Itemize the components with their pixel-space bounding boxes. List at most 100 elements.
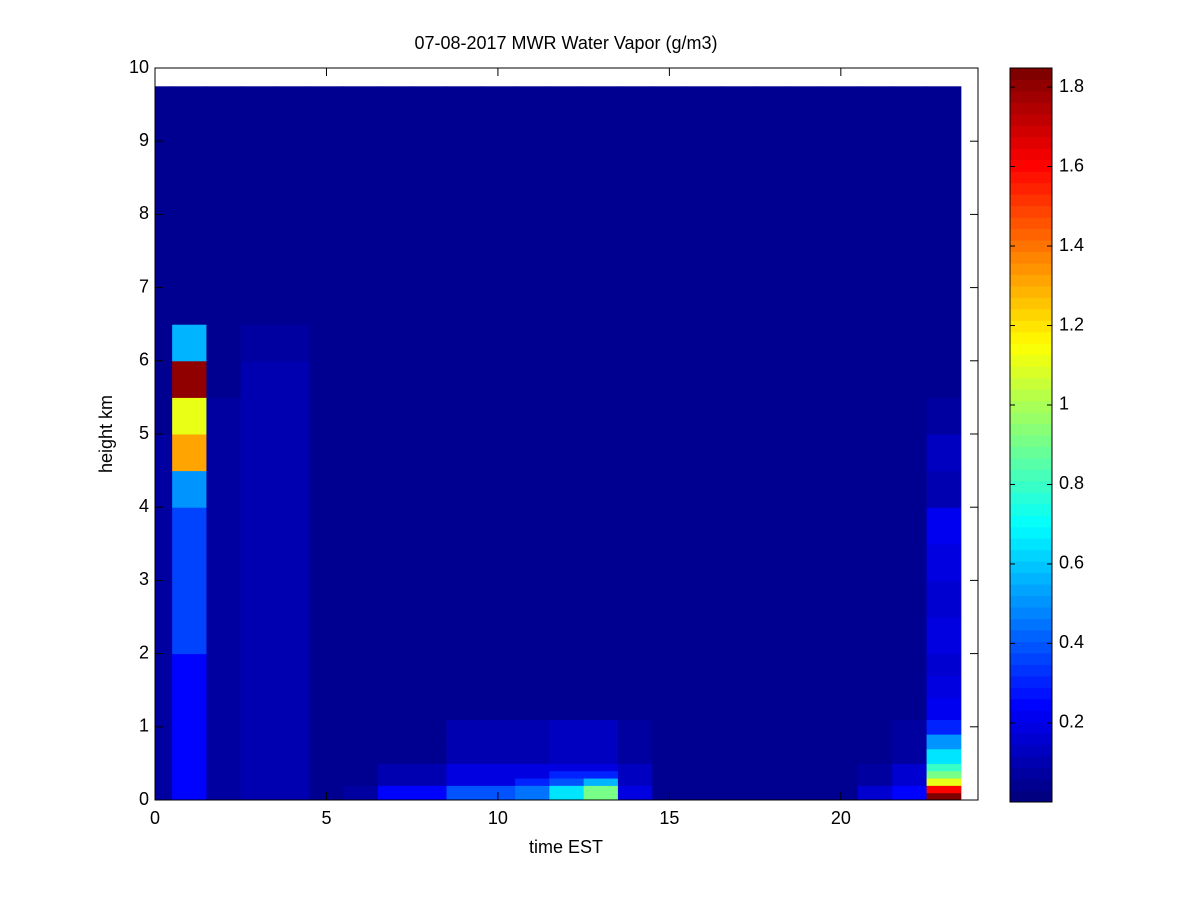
cell — [343, 507, 379, 545]
cell — [686, 397, 722, 435]
cell — [275, 397, 310, 435]
cell — [172, 397, 207, 435]
cell — [446, 719, 482, 735]
cell — [926, 719, 962, 735]
cell — [515, 792, 550, 801]
cell — [515, 763, 550, 772]
cell — [617, 748, 653, 764]
cell — [857, 778, 893, 786]
cell — [172, 287, 207, 325]
cell — [789, 770, 825, 779]
colorbar-swatch — [1010, 285, 1052, 298]
cell — [926, 470, 962, 508]
cell — [823, 785, 859, 794]
cell — [789, 507, 825, 545]
cell — [343, 785, 379, 794]
cell — [240, 580, 276, 618]
cell — [275, 748, 310, 764]
cell — [309, 214, 345, 289]
cell — [892, 287, 928, 325]
cell — [857, 470, 893, 508]
colorbar-swatch — [1010, 148, 1052, 161]
cell — [275, 287, 310, 325]
colorbar-swatch — [1010, 503, 1052, 516]
cell — [652, 617, 688, 655]
cell — [480, 434, 516, 472]
cell — [652, 543, 688, 581]
colorbar-swatch — [1010, 228, 1052, 241]
cell — [549, 785, 585, 794]
cell — [412, 324, 447, 362]
cell — [412, 287, 447, 325]
cell — [343, 397, 379, 435]
cell — [172, 734, 207, 750]
cell — [412, 543, 447, 581]
cell — [720, 434, 756, 472]
cell — [583, 470, 619, 508]
cell — [720, 324, 756, 362]
cell — [823, 470, 859, 508]
cell — [343, 324, 379, 362]
colorbar-swatch — [1010, 423, 1052, 436]
cell — [515, 770, 550, 779]
cell — [446, 785, 482, 794]
cell — [377, 287, 413, 325]
cell — [652, 675, 688, 699]
cell — [857, 324, 893, 362]
colorbar-swatch — [1010, 171, 1052, 184]
cell — [686, 770, 722, 779]
colorbar-swatch — [1010, 641, 1052, 654]
cell — [377, 792, 413, 801]
cell — [206, 397, 242, 435]
cell — [309, 507, 345, 545]
cell — [309, 785, 345, 794]
cell — [857, 86, 893, 215]
cell — [480, 543, 516, 581]
cell — [857, 653, 893, 677]
cell — [155, 734, 173, 750]
cell — [857, 675, 893, 699]
y-tick-label: 7 — [139, 276, 149, 296]
cell — [446, 397, 482, 435]
cell — [480, 507, 516, 545]
cell — [892, 397, 928, 435]
cell — [240, 507, 276, 545]
cell — [480, 770, 516, 779]
cell — [549, 397, 585, 435]
cell — [686, 214, 722, 289]
cell — [617, 675, 653, 699]
cell — [823, 697, 859, 720]
colorbar-swatch — [1010, 595, 1052, 608]
colorbar-swatch — [1010, 480, 1052, 493]
cell — [686, 580, 722, 618]
colorbar-tick-label: 1.2 — [1059, 314, 1084, 334]
cell — [172, 470, 207, 508]
cell — [926, 770, 962, 779]
cell — [720, 785, 756, 794]
cell — [755, 748, 790, 764]
cell — [892, 770, 928, 779]
cell — [412, 360, 447, 398]
x-tick-label: 0 — [150, 808, 160, 828]
cell — [892, 734, 928, 750]
y-tick-label: 2 — [139, 642, 149, 662]
cell — [857, 287, 893, 325]
cell — [515, 785, 550, 794]
cell — [172, 792, 207, 801]
cell — [823, 86, 859, 215]
cell — [206, 86, 242, 215]
cell — [343, 734, 379, 750]
cell — [720, 653, 756, 677]
cell — [309, 734, 345, 750]
y-tick-label: 5 — [139, 423, 149, 443]
cell — [720, 86, 756, 215]
cell — [309, 763, 345, 772]
colorbar-swatch — [1010, 125, 1052, 138]
cell — [617, 763, 653, 772]
cell — [892, 324, 928, 362]
cell — [480, 675, 516, 699]
cell — [412, 697, 447, 720]
cell — [686, 675, 722, 699]
cell — [549, 86, 585, 215]
cell — [480, 86, 516, 215]
